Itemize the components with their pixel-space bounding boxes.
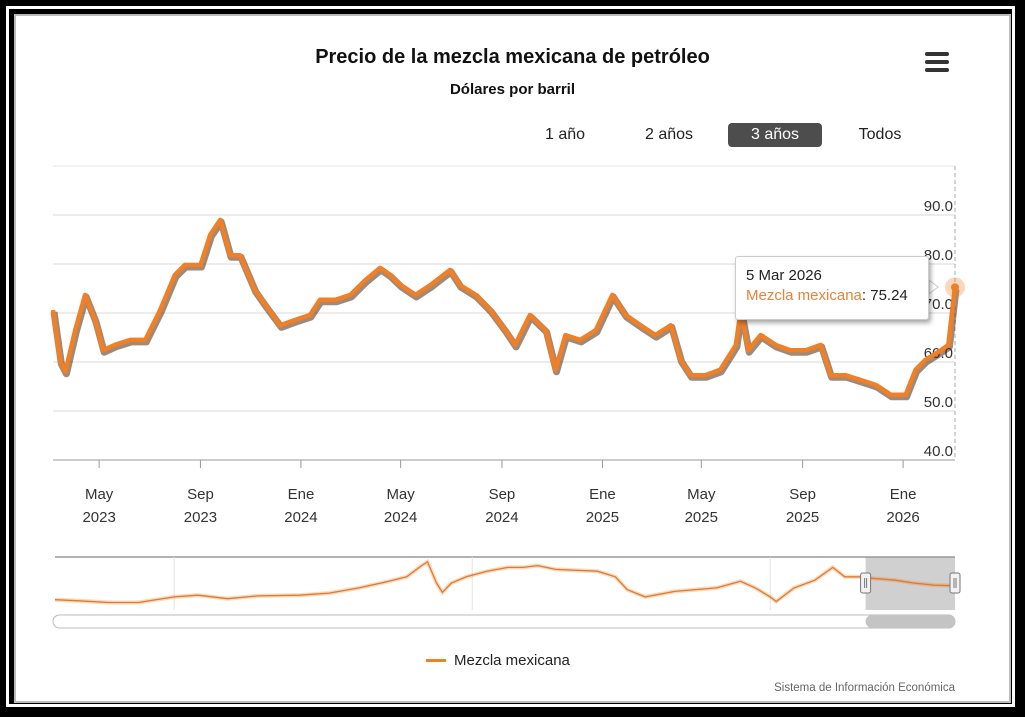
navigator-selected-range[interactable]	[865, 557, 955, 610]
credit[interactable]: Sistema de Información Económica	[774, 682, 955, 694]
x-tick-label: 2025	[786, 509, 819, 526]
x-tick-label: 2023	[82, 509, 115, 526]
y-tick-label: 40.0	[924, 443, 953, 460]
navigator-handle-left[interactable]	[860, 572, 872, 594]
x-tick-label: 2025	[685, 509, 718, 526]
x-tick-label: 2024	[384, 509, 417, 526]
x-tick-label: 2026	[886, 509, 919, 526]
tooltip-date: 5 Mar 2026	[746, 267, 822, 284]
x-tick-label: Sep	[489, 486, 516, 503]
legend-label: Mezcla mexicana	[454, 652, 570, 669]
x-tick-label: Ene	[890, 486, 917, 503]
y-tick-label: 90.0	[924, 198, 953, 215]
x-tick-label: Ene	[589, 486, 616, 503]
y-tick-label: 50.0	[924, 394, 953, 411]
chart-title: Precio de la mezcla mexicana de petróleo	[315, 46, 710, 68]
navigator-handle-right[interactable]	[949, 572, 961, 594]
x-tick-label: 2024	[284, 509, 317, 526]
navigator-series	[54, 560, 956, 604]
tooltip-series-name: Mezcla mexicana	[746, 287, 862, 304]
x-tick-label: 2024	[485, 509, 518, 526]
legend-item[interactable]: Mezcla mexicana	[426, 652, 570, 669]
scrollbar-thumb[interactable]	[865, 615, 955, 628]
outer-frame	[6, 6, 1015, 707]
x-tick-label: May	[386, 486, 415, 503]
hover-point	[951, 283, 959, 292]
tooltip-arrow	[928, 278, 939, 296]
navigator-background	[55, 557, 955, 610]
range-all-button[interactable]: Todos	[858, 126, 902, 143]
legend-line-icon	[426, 659, 446, 662]
y-tick-label: 80.0	[924, 247, 953, 264]
chart-subtitle: Dólares por barril	[449, 81, 576, 98]
x-tick-label: 2025	[586, 509, 619, 526]
scrollbar-track[interactable]	[52, 614, 956, 629]
x-tick-label: Ene	[288, 486, 315, 503]
tooltip-value: 75.24	[870, 287, 908, 304]
range-3-years-button[interactable]: 3 años	[728, 123, 822, 147]
range-2-years-button[interactable]: 2 años	[644, 126, 694, 143]
y-tick-label: 70.0	[924, 296, 953, 313]
tooltip: 5 Mar 2026 Mezcla mexicana: 75.24	[735, 256, 929, 320]
x-tick-label: Sep	[187, 486, 214, 503]
x-tick-label: 2023	[184, 509, 217, 526]
hamburger-menu-icon[interactable]	[925, 52, 949, 72]
x-tick-label: Sep	[789, 486, 816, 503]
x-tick-label: May	[687, 486, 716, 503]
series-line	[50, 217, 958, 398]
range-1-year-button[interactable]: 1 año	[544, 126, 586, 143]
x-tick-label: May	[85, 486, 114, 503]
